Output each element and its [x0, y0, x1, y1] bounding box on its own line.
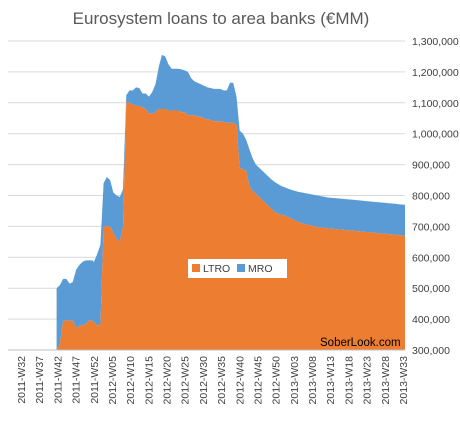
y-axis: 300,000 400,000 500,000 600,000 700,000 800,0… — [412, 36, 459, 357]
legend-label-ltro: LTRO — [203, 263, 230, 275]
x-tick-label: 2013-W18 — [343, 356, 355, 405]
x-tick-label: 2013-W23 — [362, 356, 374, 405]
y-tick-label: 500,000 — [412, 283, 450, 295]
x-tick-label: 2011-W37 — [34, 356, 46, 404]
legend-label-mro: MRO — [248, 263, 273, 275]
x-axis: 2011-W32 2011-W37 2011-W42 2011-W47 2011-W52… — [16, 356, 410, 405]
x-tick-label: 2012-W50 — [271, 356, 283, 405]
y-tick-label: 900,000 — [412, 160, 450, 172]
x-tick-label: 2012-W10 — [125, 356, 137, 405]
x-tick-label: 2012-W20 — [162, 356, 174, 405]
y-tick-label: 1,200,000 — [412, 67, 459, 79]
y-tick-label: 700,000 — [412, 221, 450, 233]
y-tick-label: 800,000 — [412, 191, 450, 203]
y-tick-label: 600,000 — [412, 252, 450, 264]
y-tick-label: 1,000,000 — [412, 129, 459, 141]
x-tick-label: 2013-W08 — [307, 356, 319, 405]
mro-area — [56, 54, 405, 351]
x-tick-label: 2012-W25 — [180, 356, 192, 405]
legend-swatch-mro — [237, 264, 245, 272]
legend: LTRO MRO — [188, 259, 287, 278]
area-series — [8, 54, 405, 351]
x-tick-label: 2011-W52 — [89, 356, 101, 404]
x-tick-label: 2013-W13 — [325, 356, 337, 405]
y-tick-label: 1,100,000 — [412, 98, 459, 110]
x-tick-label: 2012-W15 — [143, 356, 155, 405]
x-tick-label: 2012-W45 — [253, 356, 265, 405]
y-tick-label: 300,000 — [412, 345, 450, 357]
x-tick-label: 2013-W03 — [289, 356, 301, 405]
x-tick-label: 2013-W33 — [398, 356, 410, 405]
x-tick-label: 2011-W32 — [16, 356, 28, 404]
x-tick-label: 2011-W47 — [71, 356, 83, 404]
ltro-area — [56, 102, 405, 350]
x-tick-label: 2011-W42 — [52, 356, 64, 404]
chart-title: Eurosystem loans to area banks (€MM) — [73, 9, 370, 28]
legend-swatch-ltro — [192, 264, 200, 272]
y-tick-label: 1,300,000 — [412, 36, 459, 48]
source-annotation: SoberLook.com — [320, 337, 401, 349]
x-tick-label: 2012-W05 — [107, 356, 119, 405]
x-tick-label: 2013-W28 — [380, 356, 392, 405]
x-tick-label: 2012-W35 — [216, 356, 228, 405]
x-tick-label: 2012-W30 — [198, 356, 210, 405]
y-tick-label: 400,000 — [412, 314, 450, 326]
x-tick-label: 2012-W40 — [234, 356, 246, 405]
